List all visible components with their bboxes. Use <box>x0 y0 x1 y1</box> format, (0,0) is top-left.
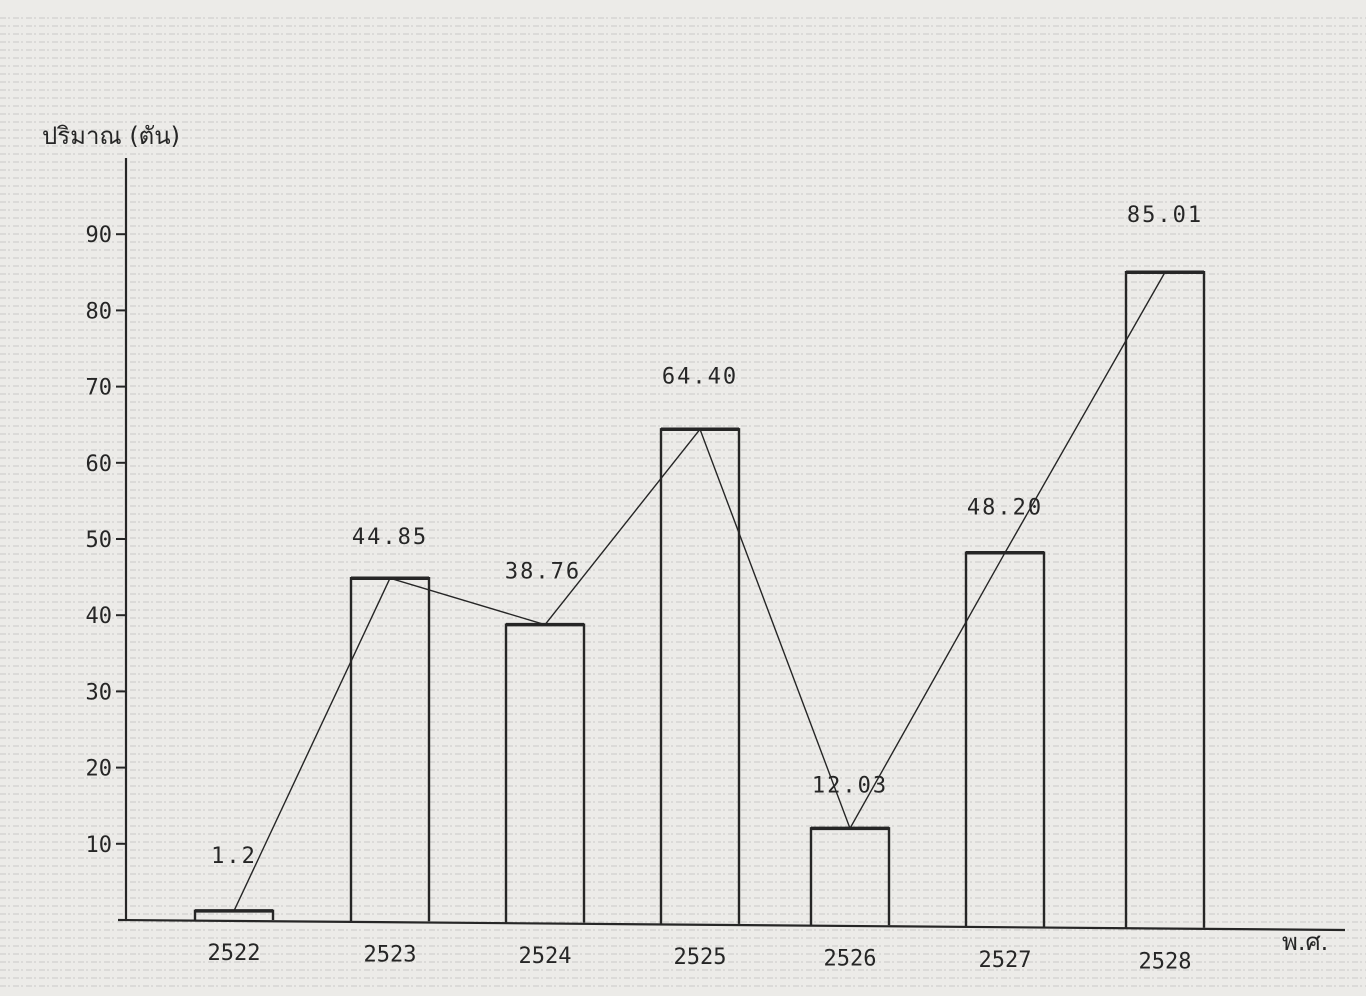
y-tick-label: 30 <box>86 680 113 705</box>
trend-line-group <box>233 271 1166 912</box>
data-label: 38.76 <box>505 560 581 585</box>
bar-2526 <box>809 827 891 926</box>
y-tick-label: 20 <box>86 757 113 782</box>
y-tick-label: 80 <box>86 299 113 324</box>
y-tick-label: 70 <box>86 376 113 401</box>
y-ticks: 10 20 30 40 50 60 70 80 90 <box>86 223 126 858</box>
x-tick-labels: 2522 2523 2524 2525 2526 2527 2528 <box>208 941 1192 974</box>
trend-line <box>233 271 1166 912</box>
bar-2523 <box>349 577 431 922</box>
data-label: 12.03 <box>812 773 888 798</box>
x-axis <box>117 918 1346 932</box>
y-axis-label: ปริมาณ (ตัน) <box>42 122 180 150</box>
x-tick-label: 2523 <box>364 942 417 967</box>
data-label: 1.2 <box>211 844 257 869</box>
data-label: 64.40 <box>662 364 738 389</box>
grid <box>0 17 1366 987</box>
x-tick-label: 2526 <box>824 947 877 972</box>
x-tick-label: 2524 <box>519 944 572 969</box>
x-tick-label: 2525 <box>674 945 727 970</box>
x-tick-label: 2522 <box>208 941 261 966</box>
x-tick-label: 2528 <box>1139 949 1192 974</box>
data-label: 48.20 <box>967 496 1043 521</box>
data-label: 44.85 <box>352 525 428 550</box>
x-tick-label: 2527 <box>979 948 1032 973</box>
y-tick-label: 10 <box>86 833 113 858</box>
x-axis-label: พ.ศ. <box>1282 928 1328 956</box>
y-tick-label: 90 <box>86 223 113 248</box>
bar-2524 <box>504 623 586 923</box>
y-tick-label: 40 <box>86 604 113 629</box>
y-tick-label: 50 <box>86 528 113 553</box>
y-tick-label: 60 <box>86 452 113 477</box>
data-label: 85.01 <box>1127 203 1203 228</box>
bar-2528 <box>1124 271 1206 928</box>
data-labels: 1.2 44.85 38.76 64.40 12.03 48.20 85.01 <box>211 203 1203 869</box>
bar-2527 <box>964 551 1046 927</box>
